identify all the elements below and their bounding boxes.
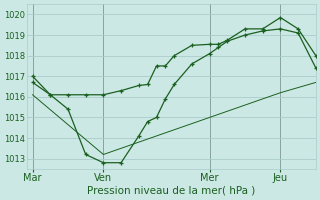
X-axis label: Pression niveau de la mer( hPa ): Pression niveau de la mer( hPa )	[87, 186, 255, 196]
